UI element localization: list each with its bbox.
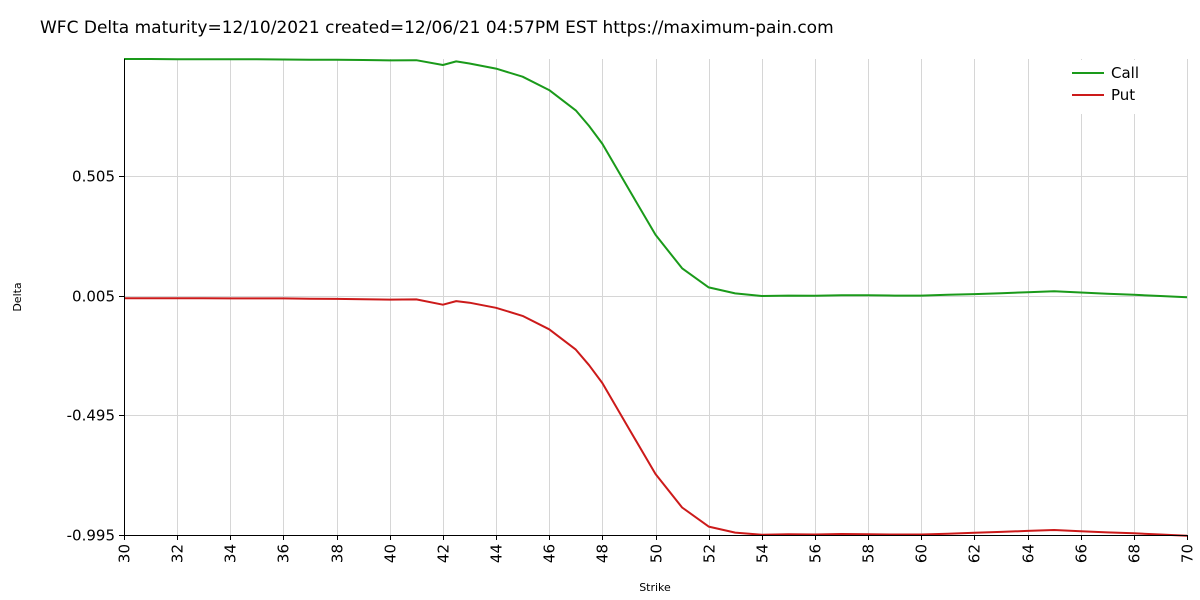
- x-tick-label: 46: [541, 544, 559, 563]
- y-tick-label: -0.995: [67, 527, 115, 545]
- y-tick-labels: 0.505 0.005 -0.495 -0.995: [67, 168, 115, 545]
- y-tick-label: 0.005: [72, 288, 115, 306]
- x-tick-label: 34: [222, 544, 240, 563]
- legend: Call Put: [1064, 60, 1144, 114]
- series-line-call: [124, 58, 1188, 299]
- x-tick-label: 62: [966, 544, 984, 563]
- x-tick-label: 66: [1073, 544, 1091, 563]
- x-tick-label: 70: [1179, 544, 1197, 563]
- y-tick-label: 0.505: [72, 168, 115, 186]
- x-tick-label: 40: [382, 544, 400, 563]
- x-tick-label: 48: [594, 544, 612, 563]
- chart-title: WFC Delta maturity=12/10/2021 created=12…: [40, 18, 834, 38]
- x-tick-label: 42: [435, 544, 453, 563]
- x-axis-label: Strike: [639, 581, 671, 594]
- legend-label-call: Call: [1111, 64, 1139, 82]
- x-tick-label: 50: [648, 544, 666, 563]
- x-tick-label: 64: [1020, 544, 1038, 563]
- x-tick-label: 56: [807, 544, 825, 563]
- series-lines: [124, 58, 1188, 537]
- x-tick-label: 36: [275, 544, 293, 563]
- y-tick-label: -0.495: [67, 407, 115, 425]
- x-tick-label: 38: [329, 544, 347, 563]
- x-tick-label: 32: [169, 544, 187, 563]
- x-tick-label: 52: [701, 544, 719, 563]
- x-tick-label: 30: [116, 544, 134, 563]
- series-line-put: [124, 297, 1188, 537]
- x-tick-label: 60: [913, 544, 931, 563]
- legend-label-put: Put: [1111, 86, 1135, 104]
- legend-background: [1064, 60, 1144, 114]
- x-tick-labels: 30 32 34 36 38 40 42 44 46 48 50 52 54 56 58 60 62 64 66 68…: [116, 544, 1197, 563]
- x-tick-label: 44: [488, 544, 506, 563]
- x-tick-label: 68: [1126, 544, 1144, 563]
- y-axis-label: Delta: [11, 282, 24, 311]
- x-tick-label: 54: [754, 544, 772, 563]
- axes: [119, 59, 1188, 540]
- x-tick-label: 58: [860, 544, 878, 563]
